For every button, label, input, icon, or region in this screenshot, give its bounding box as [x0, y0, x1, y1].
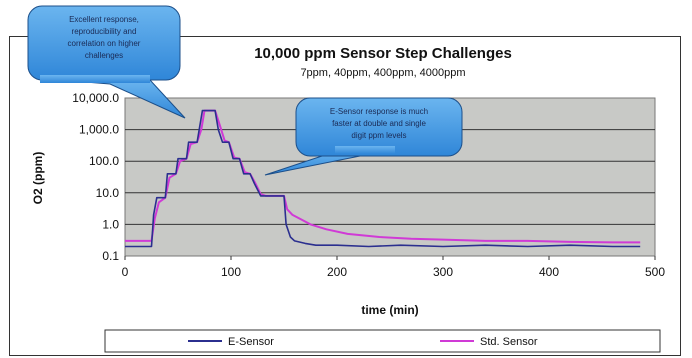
x-tick-label: 300 — [433, 265, 453, 279]
chart-subtitle: 7ppm, 40ppm, 400ppm, 4000ppm — [300, 67, 465, 79]
legend: E-Sensor Std. Sensor — [104, 329, 661, 353]
legend-label-std-sensor: Std. Sensor — [480, 336, 538, 348]
x-tick-label: 500 — [645, 265, 665, 279]
y-tick-label: 100.0 — [89, 154, 119, 168]
y-tick-labels: 0.1 1.0 10.0 100.0 1,000.0 10,000.0 — [72, 91, 119, 263]
series-line-e-sensor — [125, 109, 641, 248]
x-tick-label: 400 — [539, 265, 559, 279]
callout-left-text: Excellent response, reproducibility and co… — [68, 15, 141, 60]
y-tick-label: 10,000.0 — [72, 91, 119, 105]
y-tick-label: 1.0 — [102, 217, 119, 231]
chart-title: 10,000 ppm Sensor Step Challenges — [254, 45, 512, 62]
x-axis-title: time (min) — [361, 303, 418, 317]
x-tick-label: 0 — [122, 265, 129, 279]
y-tick-label: 10.0 — [96, 186, 120, 200]
x-tick-label: 100 — [221, 265, 241, 279]
x-tick-labels: 0 100 200 300 400 500 — [122, 256, 665, 279]
x-tick-label: 200 — [327, 265, 347, 279]
callout-right-text: E-Sensor response is much faster at doubl… — [330, 107, 428, 140]
callout-right: E-Sensor response is much faster at doubl… — [264, 97, 463, 176]
legend-label-e-sensor: E-Sensor — [228, 336, 274, 348]
series-lines — [125, 109, 641, 248]
y-axis-title: O2 (ppm) — [31, 152, 45, 205]
callout-left: Excellent response, reproducibility and co… — [27, 5, 186, 119]
y-tick-label: 0.1 — [102, 249, 119, 263]
y-tick-label: 1,000.0 — [79, 123, 119, 137]
